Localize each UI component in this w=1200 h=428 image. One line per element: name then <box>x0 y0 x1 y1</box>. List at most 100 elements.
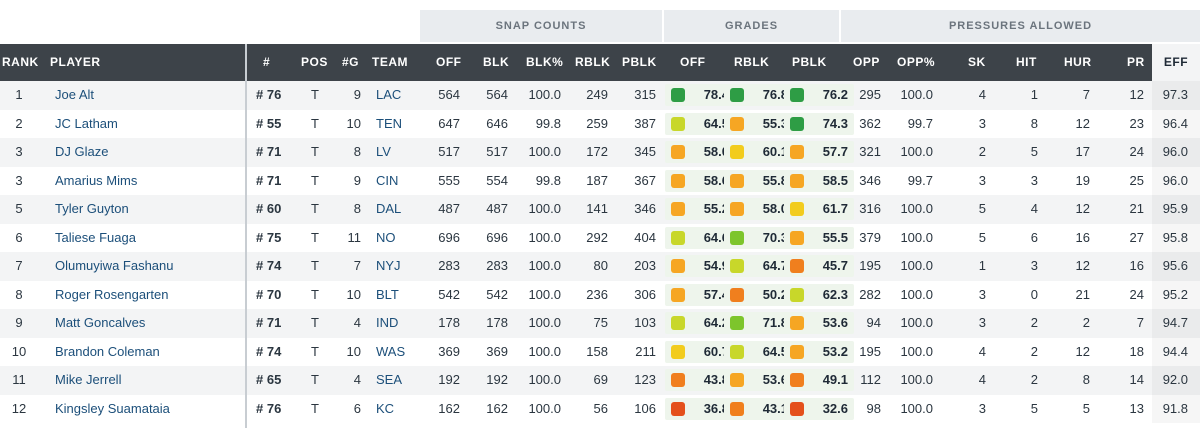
col-header-hur[interactable]: HUR <box>1064 55 1092 69</box>
cell-team[interactable]: SEA <box>376 372 403 387</box>
cell-player[interactable]: Taliese Fuaga <box>55 229 136 245</box>
cell-team[interactable]: NYJ <box>376 258 401 273</box>
cell-blk-pct: 100.0 <box>528 258 561 273</box>
col-header-pr[interactable]: PR <box>1127 55 1145 69</box>
col-header-rblk-grade[interactable]: RBLK <box>734 55 770 69</box>
cell-pr: 16 <box>1129 258 1144 273</box>
col-header-hit[interactable]: HIT <box>1016 55 1037 69</box>
cell-player[interactable]: Tyler Guyton <box>55 201 129 216</box>
table-row[interactable]: 9 Matt Goncalves # 71 T 4 IND 178 178 100.0 75 103… <box>0 309 1200 338</box>
col-header-off-snaps[interactable]: OFF <box>436 55 462 69</box>
cell-eff: 95.9 <box>1162 201 1188 216</box>
col-header-eff-selected[interactable]: EFF <box>1152 44 1200 81</box>
table-row[interactable]: 6 Taliese Fuaga # 75 T 11 NO 696 696 100.0 292 404… <box>0 223 1200 252</box>
cell-off: 647 <box>438 115 460 131</box>
cell-rblk: 172 <box>586 144 608 159</box>
col-header-pblk-snaps[interactable]: PBLK <box>622 55 657 69</box>
cell-hur: 12 <box>1075 201 1090 216</box>
cell-blk: 564 <box>486 87 508 102</box>
cell-pr: 18 <box>1129 343 1144 359</box>
cell-rblk: 249 <box>586 87 608 102</box>
col-header-pblk-grade[interactable]: PBLK <box>792 55 827 69</box>
cell-blk-pct: 100.0 <box>528 400 561 416</box>
cell-team[interactable]: WAS <box>376 343 406 359</box>
cell-hur: 5 <box>1082 400 1090 416</box>
cell-team[interactable]: NO <box>376 229 396 245</box>
cell-team[interactable]: DAL <box>376 201 402 216</box>
cell-team[interactable]: KC <box>376 400 395 416</box>
cell-player[interactable]: JC Latham <box>55 115 118 131</box>
cell-team[interactable]: BLT <box>376 286 399 302</box>
col-header-sk[interactable]: SK <box>968 55 986 69</box>
col-header-blk-pct[interactable]: BLK% <box>526 55 564 69</box>
table-row[interactable]: 8 Roger Rosengarten # 70 T 10 BLT 542 542 100.0 2… <box>0 280 1200 309</box>
col-header-pos[interactable]: POS <box>301 55 328 69</box>
table-row[interactable]: 3 DJ Glaze # 71 T 8 LV 517 517 100.0 172 345 321 100… <box>0 138 1200 167</box>
grade-pblk: 55.5 <box>784 226 854 249</box>
table-row[interactable]: 5 Tyler Guyton # 60 T 8 DAL 487 487 100.0 141 346 3… <box>0 195 1200 224</box>
cell-off: 564 <box>438 87 460 102</box>
cell-team[interactable]: LAC <box>376 87 402 102</box>
grade-value: 60.1 <box>762 144 788 159</box>
cell-opp-pct: 100.0 <box>900 343 933 359</box>
grade-value: 55.8 <box>762 172 788 188</box>
col-header-team[interactable]: TEAM <box>372 55 408 69</box>
cell-pblk: 123 <box>634 372 656 387</box>
cell-pblk: 345 <box>634 144 656 159</box>
cell-player[interactable]: Brandon Coleman <box>55 343 160 359</box>
col-header-off-grade[interactable]: OFF <box>680 55 706 69</box>
grade-off: 64.2 <box>665 312 735 334</box>
col-header-jersey[interactable]: # <box>263 55 271 69</box>
cell-pr: 7 <box>1136 315 1144 330</box>
table-row[interactable]: 7 Olumuyiwa Fashanu # 74 T 7 NYJ 283 283 100.0 80… <box>0 252 1200 281</box>
grade-value: 64.7 <box>762 258 788 273</box>
cell-player[interactable]: Joe Alt <box>55 87 95 102</box>
cell-team[interactable]: LV <box>376 144 391 159</box>
cell-player[interactable]: Amarius Mims <box>55 172 138 188</box>
cell-pblk: 315 <box>634 87 656 102</box>
grade-rblk: 70.3 <box>724 226 794 249</box>
cell-team[interactable]: IND <box>376 315 399 330</box>
grade-color-swatch <box>790 230 804 245</box>
cell-team[interactable]: TEN <box>376 115 402 131</box>
table-row[interactable]: 10 Brandon Coleman # 74 T 10 WAS 369 369 100.0 15… <box>0 337 1200 366</box>
cell-rank: 11 <box>12 372 26 387</box>
table-row[interactable]: 11 Mike Jerrell # 65 T 4 SEA 192 192 100.0 69 123 1… <box>0 366 1200 395</box>
cell-blk: 517 <box>486 144 508 159</box>
col-header-games[interactable]: #G <box>342 55 360 69</box>
cell-team[interactable]: CIN <box>376 172 399 188</box>
col-header-rank[interactable]: RANK <box>2 55 39 69</box>
cell-player[interactable]: Roger Rosengarten <box>55 286 169 302</box>
cell-pos: T <box>311 400 319 416</box>
cell-blk: 554 <box>486 172 508 188</box>
cell-sk: 3 <box>978 315 986 330</box>
cell-opp-pct: 100.0 <box>900 87 933 102</box>
cell-hit: 2 <box>1030 372 1038 387</box>
grade-rblk: 55.8 <box>724 169 794 192</box>
cell-opp: 295 <box>859 87 881 102</box>
table-row[interactable]: 1 Joe Alt # 76 T 9 LAC 564 564 100.0 249 315 295 100… <box>0 81 1200 110</box>
col-header-opp[interactable]: OPP <box>853 55 880 69</box>
cell-rank: 5 <box>15 201 23 216</box>
cell-player[interactable]: Kingsley Suamataia <box>55 400 170 416</box>
cell-player[interactable]: Olumuyiwa Fashanu <box>55 258 174 273</box>
cell-g: 8 <box>353 144 361 159</box>
cell-player[interactable]: Matt Goncalves <box>55 315 146 330</box>
cell-player[interactable]: Mike Jerrell <box>55 372 122 387</box>
col-header-rblk-snaps[interactable]: RBLK <box>575 55 611 69</box>
cell-rank: 3 <box>15 144 23 159</box>
cell-player[interactable]: DJ Glaze <box>55 144 109 159</box>
cell-opp-pct: 99.7 <box>907 172 933 188</box>
cell-off: 369 <box>438 343 460 359</box>
grade-pblk: 53.6 <box>784 312 854 334</box>
table-row[interactable]: 2 JC Latham # 55 T 10 TEN 647 646 99.8 259 387 362 9… <box>0 109 1200 138</box>
grade-off: 64.6 <box>665 226 735 249</box>
grade-value: 49.1 <box>822 372 848 387</box>
table-row[interactable]: 12 Kingsley Suamataia # 76 T 6 KC 162 162 100.0 5… <box>0 394 1200 423</box>
col-header-opp-pct[interactable]: OPP% <box>897 55 936 69</box>
col-header-blk[interactable]: BLK <box>483 55 510 69</box>
table-row[interactable]: 3 Amarius Mims # 71 T 9 CIN 555 554 99.8 187 367 34… <box>0 166 1200 195</box>
col-header-player[interactable]: PLAYER <box>50 55 101 69</box>
grade-off: 58.6 <box>665 169 735 192</box>
cell-pos: T <box>311 343 319 359</box>
